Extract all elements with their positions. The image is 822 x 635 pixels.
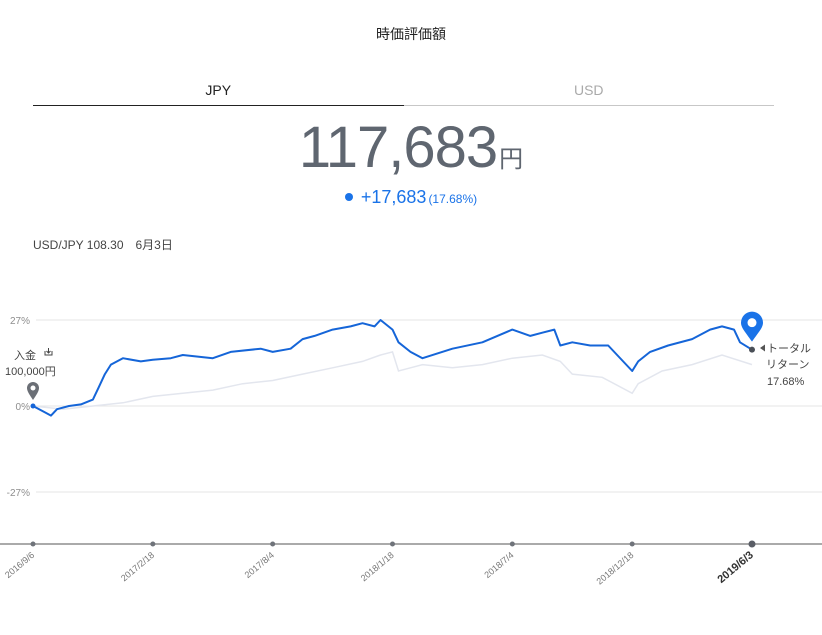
total-return-label-2: リターン: [766, 358, 809, 371]
valuation-amount: 117,683: [298, 115, 498, 180]
x-tick-dot: [509, 541, 515, 547]
y-tick-label: -27%: [7, 488, 30, 499]
chart-grid: [36, 319, 822, 493]
valuation-change: +17,683 (17.68%): [0, 187, 822, 208]
valuation-unit: 円: [499, 145, 524, 173]
x-tick-dot: [390, 541, 395, 547]
total-return-marker[interactable]: トータル リターン 17.68%: [741, 311, 811, 388]
end-point: [749, 346, 755, 353]
currency-tabs: JPY USD: [33, 78, 774, 106]
y-tick-label: 27%: [10, 316, 30, 327]
x-tick-label: 2018/12/18: [595, 550, 636, 587]
fx-date: 6月3日: [135, 238, 173, 252]
x-tick-dot: [150, 541, 156, 547]
total-return-label: トータル: [767, 342, 811, 355]
tab-usd[interactable]: USD: [403, 78, 774, 106]
x-tick-dot: [30, 541, 36, 547]
x-tick-dot: [629, 541, 635, 547]
x-tick-label: 2016/9/6: [3, 550, 36, 580]
x-tick-label: 2018/1/18: [359, 550, 396, 583]
x-tick-label: 2018/7/4: [482, 550, 515, 580]
valuation-display: 117,683円: [0, 114, 822, 181]
y-tick-label: 0%: [16, 402, 31, 413]
download-icon: [44, 348, 53, 356]
start-point: [30, 403, 36, 409]
x-tick-label: 2017/8/4: [243, 550, 276, 580]
x-tick-label: 2019/6/3: [715, 549, 756, 586]
map-pin-icon: [27, 382, 39, 400]
change-amount: +17,683: [360, 187, 427, 207]
deposit-marker[interactable]: 入金 100,000円: [5, 348, 56, 409]
map-pin-icon: [741, 311, 763, 342]
deposit-amount: 100,000円: [5, 366, 56, 378]
tab-jpy[interactable]: JPY: [33, 78, 404, 106]
change-dot-icon: [344, 192, 353, 201]
benchmark-series-line: [32, 350, 753, 410]
performance-chart: 27% 0% -27% 2016/9/6 2017/2/18 2017/8/4 2018/…: [0, 311, 822, 587]
deposit-label: 入金: [14, 348, 36, 362]
x-tick-dot: [748, 540, 756, 548]
fx-rate: USD/JPY 108.30 6月3日: [33, 236, 173, 253]
chart-y-ticks: 27% 0% -27%: [7, 316, 30, 499]
page-title: 時価評価額: [376, 27, 446, 43]
x-tick-label: 2017/2/18: [119, 550, 156, 583]
change-percent: (17.68%): [428, 192, 478, 206]
total-return-value: 17.68%: [767, 376, 805, 388]
x-tick-dot: [270, 541, 276, 547]
caret-left-icon: [760, 344, 765, 352]
fx-pair-rate: USD/JPY 108.30: [33, 238, 124, 252]
chart-x-ticks: 2016/9/6 2017/2/18 2017/8/4 2018/1/18 2018/7…: [3, 540, 756, 587]
primary-series-line: [32, 319, 753, 417]
